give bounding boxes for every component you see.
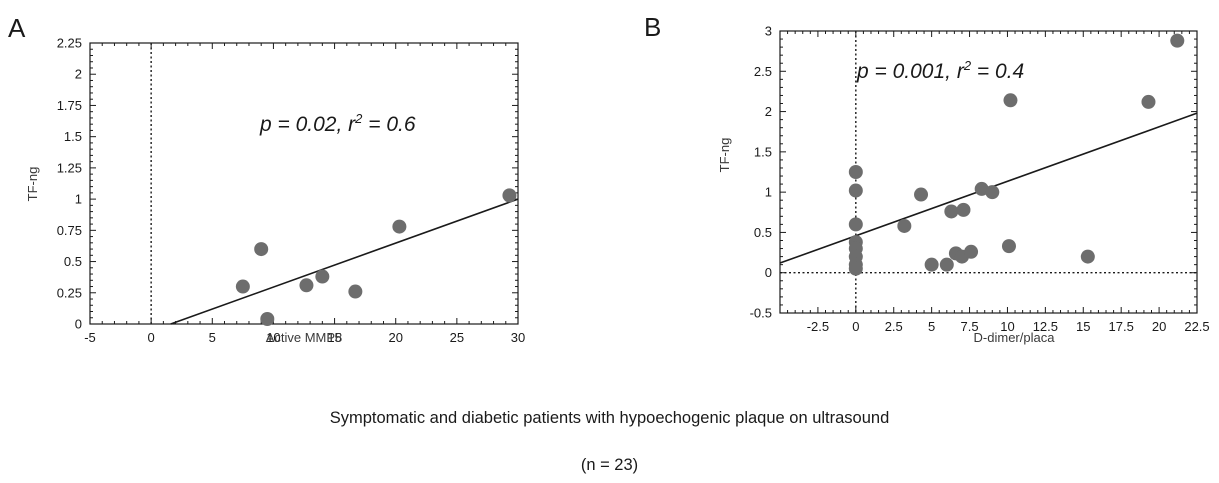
- panel-b-data-point: [924, 257, 939, 272]
- panel-a-annotation-p: p = 0.02,: [259, 113, 348, 136]
- panel-b-annotation: p = 0.001, r2 = 0.4: [856, 58, 1024, 83]
- panel-b-x-axis-label: D-dimer/placa: [974, 330, 1056, 345]
- panel-a-y-tick-label: 0.25: [57, 285, 82, 300]
- panel-b-y-tick-label: 1: [765, 185, 772, 200]
- panel-a-y-tick-label: 0.75: [57, 223, 82, 238]
- panel-b-y-axis-label: TF-ng: [717, 138, 732, 173]
- panel-b-data-point: [956, 202, 971, 217]
- panel-b-y-tick-label: 3: [765, 24, 772, 39]
- panel-b-y-tick-labels: -0.5 0 0.5 1 1.5 2 2.5 3: [750, 24, 772, 321]
- panel-b-data-point: [848, 217, 863, 232]
- panel-b-annotation-r-sup: 2: [963, 58, 972, 73]
- panel-a-x-tick-label: -5: [84, 330, 96, 345]
- panel-a-x-tick-label: 30: [511, 330, 525, 345]
- panel-a-plot-frame: [89, 42, 519, 325]
- panel-a-x-tick-label: 20: [388, 330, 402, 345]
- panel-a-y-tick-label: 2.25: [57, 36, 82, 51]
- panel-b: B -2.5 0 2.5 5 7.5 10 12.5 15 17.5 20 22.5 -0.500.…: [644, 12, 1210, 345]
- panel-a-x-tick-label: 10: [266, 330, 280, 345]
- panel-a-y-tick-label: 1.75: [57, 98, 82, 113]
- panel-a-annotation: p = 0.02, r2 = 0.6: [259, 111, 416, 136]
- sample-size-caption: (n = 23): [580, 456, 639, 474]
- panel-b-data-point: [974, 181, 989, 196]
- panel-b-data-point: [848, 165, 863, 179]
- panel-a-data-point: [502, 188, 517, 203]
- panel-a-data-point: [235, 279, 250, 294]
- panel-b-x-tick-label: 0: [852, 319, 859, 334]
- panel-b-x-tick-label: 15: [1076, 319, 1090, 334]
- panel-b-plot-frame: [779, 30, 1198, 314]
- panel-b-annotation-r: r: [957, 60, 965, 83]
- panel-a-data-point: [315, 269, 330, 284]
- panel-b-data-point: [1003, 93, 1018, 108]
- panel-b-data-point: [944, 204, 959, 219]
- panel-a-y-axis-label: TF-ng: [25, 167, 40, 202]
- panel-b-x-tick-label: -2.5: [807, 319, 829, 334]
- panel-b-data-point: [1170, 33, 1185, 48]
- panel-a-data-point: [299, 278, 314, 293]
- panel-b-y-tick-label: -0.5: [750, 306, 772, 321]
- panel-a-data-point: [348, 284, 363, 299]
- panel-a-y-tick-label: 1.5: [64, 129, 82, 144]
- panel-b-y-tick-label: 0: [765, 265, 772, 280]
- panel-a-annotation-r-value: = 0.6: [362, 113, 415, 136]
- panel-b-data-point: [848, 183, 863, 198]
- panel-a-annotation-r: r: [348, 113, 356, 136]
- panel-b-y-tick-label: 2: [765, 104, 772, 119]
- panel-b-y-tick-label: 2.5: [754, 64, 772, 79]
- panel-b-x-tick-label: 7.5: [961, 319, 979, 334]
- panel-b-data-point: [964, 244, 979, 259]
- panel-a-x-tick-label: 25: [450, 330, 464, 345]
- panel-b-x-tick-label: 12.5: [1033, 319, 1058, 334]
- panel-b-data-point: [939, 257, 954, 272]
- panel-b-data-point: [1080, 249, 1095, 264]
- figure-caption: Symptomatic and diabetic patients with h…: [329, 409, 890, 427]
- panel-b-data-point: [897, 218, 912, 233]
- panel-b-data-point: [848, 261, 863, 276]
- panel-a-data-point: [254, 242, 269, 257]
- panel-b-points: [848, 33, 1185, 276]
- panel-a-y-tick-label: 1.25: [57, 160, 82, 175]
- panel-b-annotation-r-value: = 0.4: [971, 60, 1024, 83]
- panel-a: A -5 0 5 10 15 20 25 30 00.250.50.7511.251.51.7…: [8, 13, 525, 345]
- panel-b-y-tick-label: 0.5: [754, 225, 772, 240]
- panel-a-ticks: [89, 42, 519, 325]
- panel-b-x-tick-label: 20: [1152, 319, 1166, 334]
- panel-b-data-point: [914, 187, 929, 202]
- panel-b-letter: B: [644, 12, 661, 42]
- panel-b-x-tick-label: 17.5: [1109, 319, 1134, 334]
- panel-b-ticks: [779, 30, 1198, 314]
- panel-a-x-tick-label: 15: [327, 330, 341, 345]
- panel-b-x-tick-label: 2.5: [885, 319, 903, 334]
- panel-b-annotation-p: p = 0.001,: [856, 60, 957, 83]
- panel-a-letter: A: [8, 13, 26, 43]
- panel-b-x-tick-label: 22.5: [1184, 319, 1209, 334]
- panel-a-regression-line: [170, 198, 519, 325]
- panel-b-data-point: [1001, 239, 1016, 254]
- panel-a-data-point: [392, 219, 407, 234]
- panel-a-y-tick-labels: 0 0.25 0.5 0.75 1 1.25 1.5 1.75 2 2.25: [57, 36, 82, 332]
- panel-b-data-point: [1141, 94, 1156, 109]
- panel-a-fit-line-group: [170, 198, 519, 325]
- panel-a-annotation-r-sup: 2: [354, 111, 363, 126]
- panel-b-y-tick-label: 1.5: [754, 144, 772, 159]
- panel-a-points: [235, 188, 517, 327]
- panel-a-x-axis-label: Active MMP8: [266, 330, 343, 345]
- panel-a-x-tick-label: 5: [209, 330, 216, 345]
- panel-b-x-tick-label: 5: [928, 319, 935, 334]
- panel-a-x-tick-label: 0: [148, 330, 155, 345]
- panel-b-x-tick-label: 10: [1000, 319, 1014, 334]
- panel-a-x-tick-labels: -5 0 5 10 15 20 25 30: [84, 330, 525, 345]
- panel-a-y-tick-label: 0.5: [64, 254, 82, 269]
- panel-a-data-point: [260, 312, 275, 327]
- panel-a-y-tick-label: 1: [75, 192, 82, 207]
- panel-a-y-tick-label: 0: [75, 317, 82, 332]
- panel-a-y-tick-label: 2: [75, 67, 82, 82]
- panel-b-data-point: [985, 185, 1000, 200]
- panel-b-x-tick-labels: -2.5 0 2.5 5 7.5 10 12.5 15 17.5 20 22.5: [807, 319, 1210, 334]
